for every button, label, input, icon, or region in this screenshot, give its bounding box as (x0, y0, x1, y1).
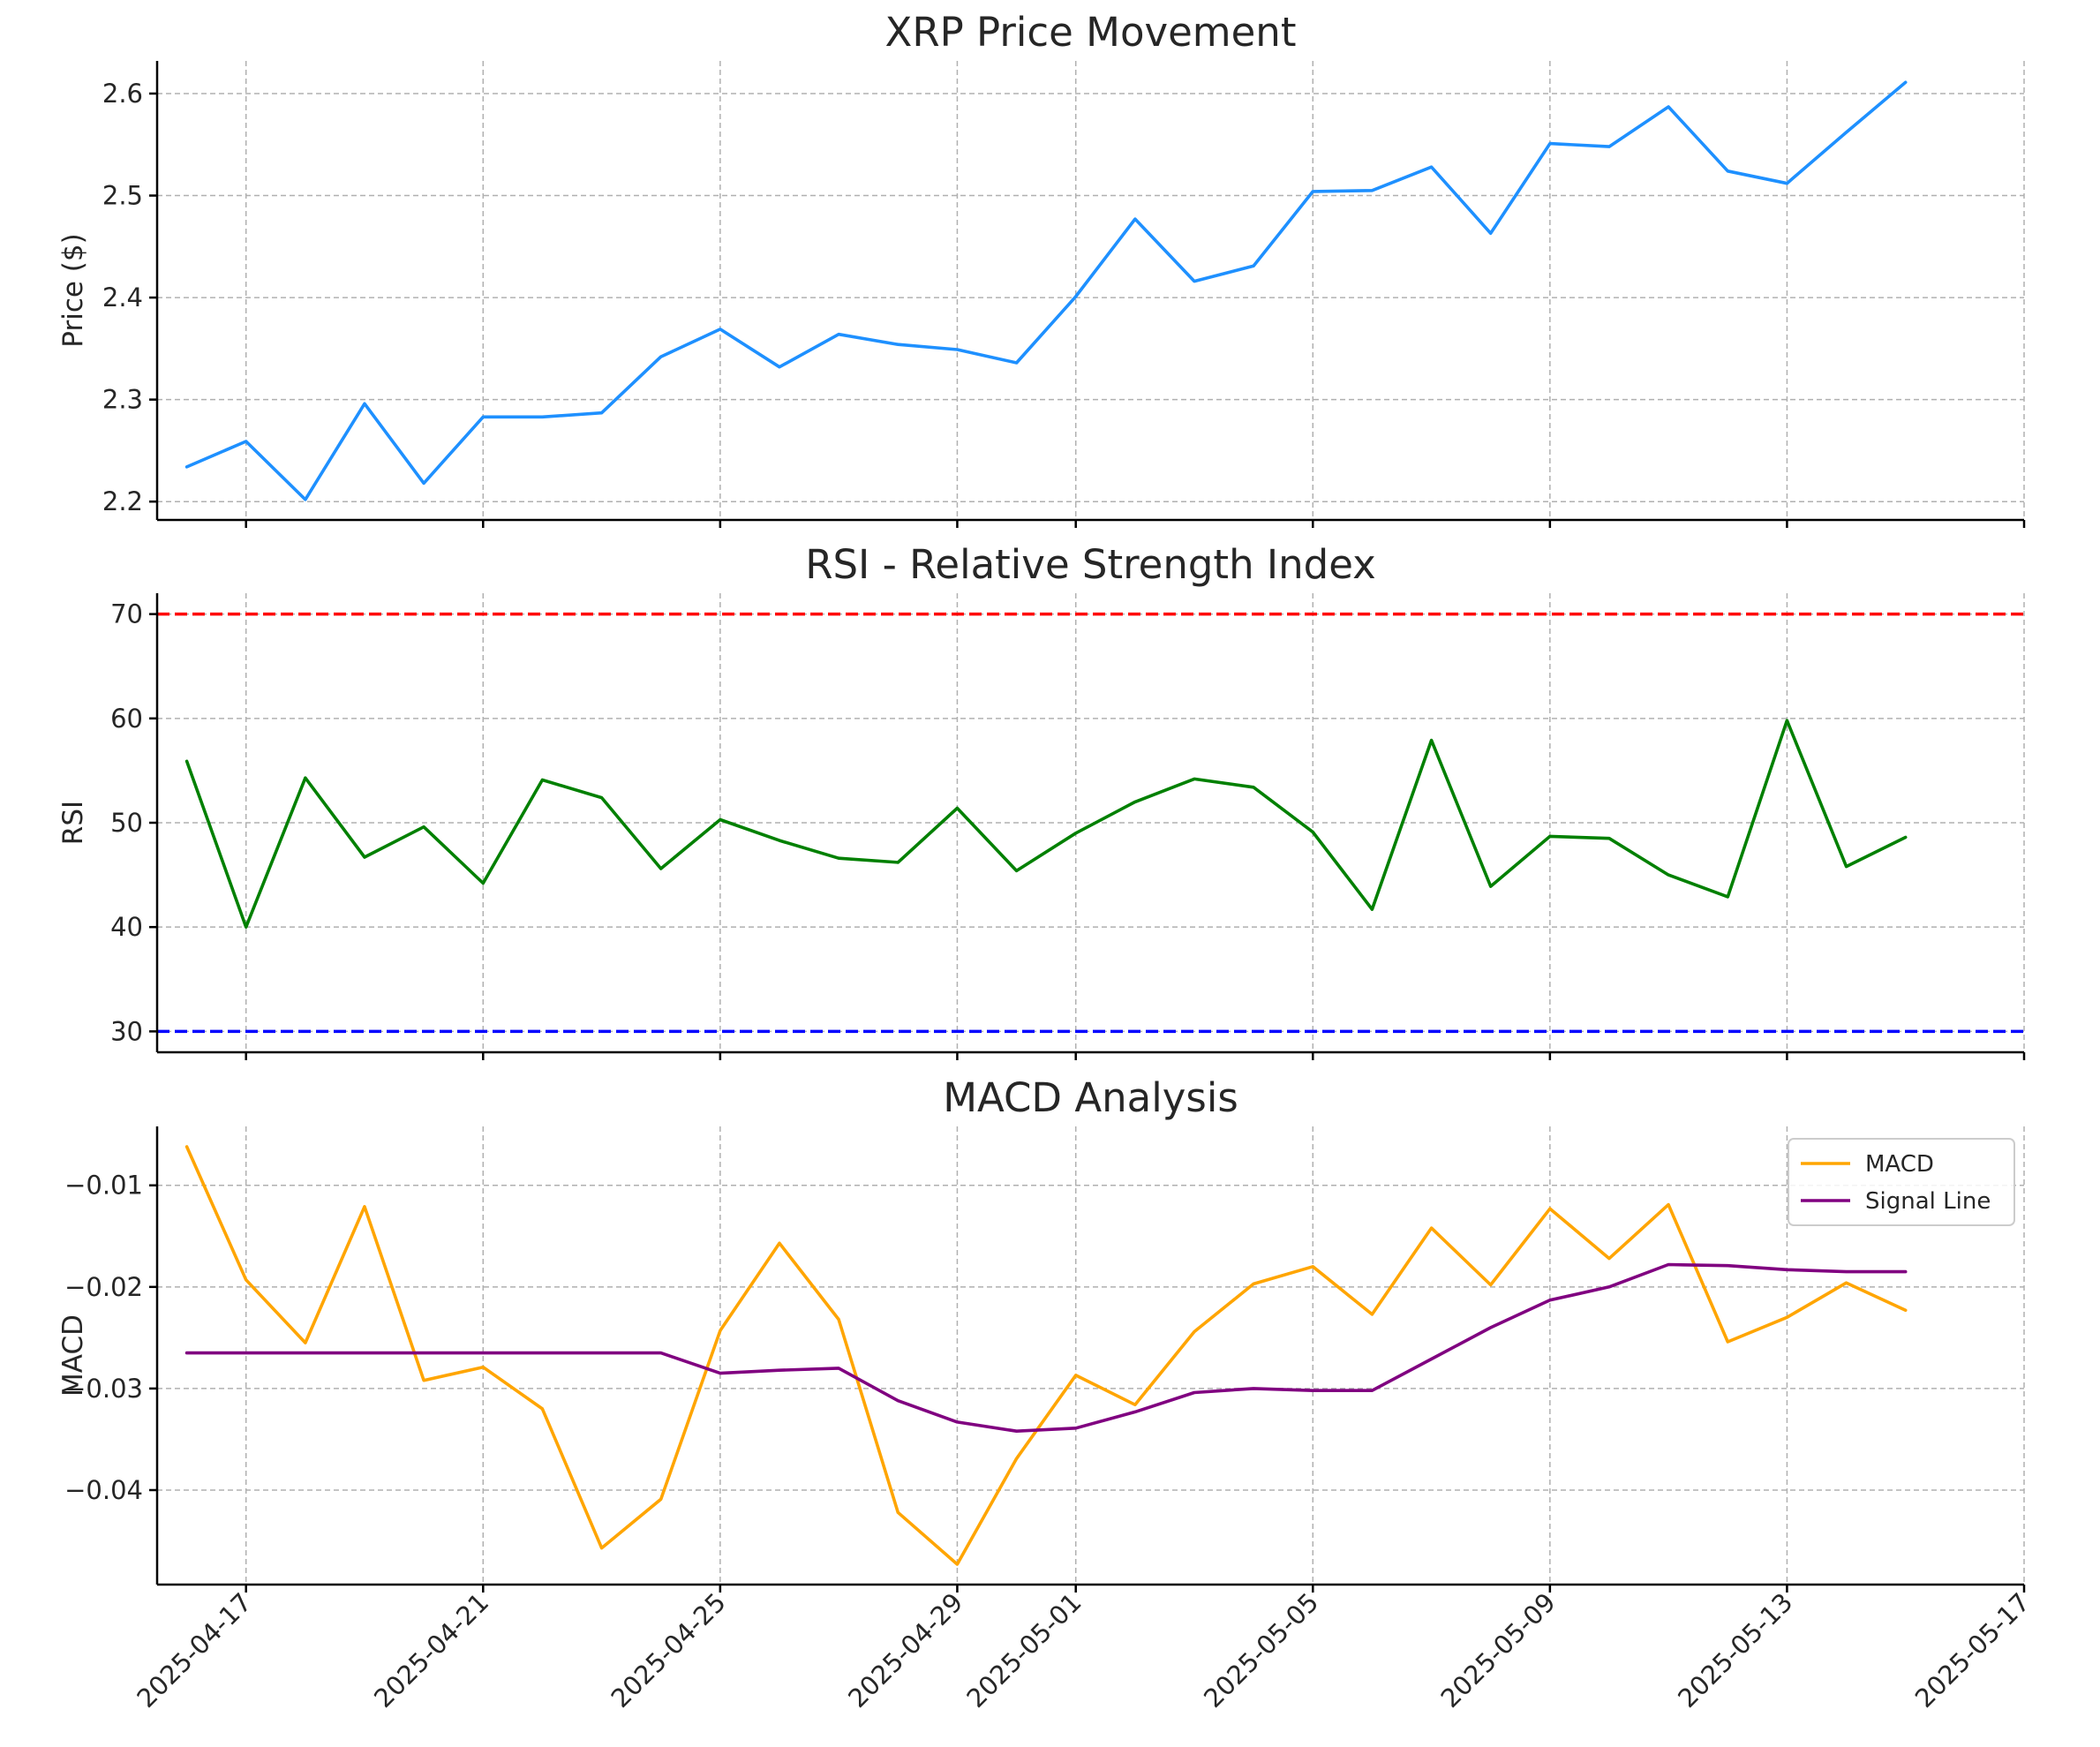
y-tick-label: 70 (110, 599, 143, 629)
y-axis-label-macd: MACD (57, 1314, 89, 1397)
y-tick-label: −0.01 (64, 1171, 143, 1201)
gridlines-rsi (157, 593, 2025, 1052)
x-tick-label: 2025-05-05 (1198, 1587, 1324, 1713)
y-tick-label: 50 (110, 808, 143, 838)
x-tick-label: 2025-05-09 (1435, 1587, 1562, 1713)
x-tick-label: 2025-04-29 (842, 1587, 968, 1713)
x-tick-label: 2025-04-17 (131, 1587, 257, 1713)
panel-rsi: RSI - Relative Strength Index 30 40 50 60 70 R… (57, 541, 2026, 1060)
series-line-macd (184, 1145, 1908, 1566)
x-tick-label: 2025-04-21 (368, 1587, 494, 1713)
panel-price: XRP Price Movement 2.2 2.3 2.4 2.5 2.6 Price (… (57, 9, 2026, 528)
legend-box (1788, 1138, 2015, 1226)
y-tick-label: 2.4 (102, 282, 143, 313)
panel-title-rsi: RSI - Relative Strength Index (805, 541, 1376, 588)
gridlines-price (157, 61, 2025, 520)
y-tick-label: 2.5 (102, 181, 143, 211)
x-tick-label: 2025-05-13 (1672, 1587, 1798, 1713)
series-line-signal-line (184, 1262, 1908, 1433)
x-tick-label: 2025-05-01 (960, 1587, 1087, 1713)
y-tick-label: 2.6 (102, 79, 143, 109)
legend-label-signal-line: Signal Line (1865, 1188, 1991, 1215)
series-line-rsi (184, 719, 1908, 929)
y-axis-label-price: Price ($) (57, 233, 89, 347)
y-tick-label: 2.3 (102, 385, 143, 415)
gridlines-macd (157, 1126, 2025, 1585)
y-tick-label: 40 (110, 912, 143, 942)
legend-label-macd: MACD (1865, 1151, 1934, 1178)
y-tick-label: 2.2 (102, 486, 143, 516)
panel-title-price: XRP Price Movement (885, 9, 1297, 56)
x-tick-label: 2025-04-25 (606, 1587, 732, 1713)
series-line-price (184, 80, 1908, 501)
y-tick-label: 60 (110, 704, 143, 734)
legend: MACD Signal Line (1788, 1138, 2015, 1226)
y-tick-label: −0.02 (64, 1272, 143, 1302)
y-tick-label: −0.03 (64, 1374, 143, 1404)
panel-title-macd: MACD Analysis (943, 1074, 1238, 1121)
x-tick-label: 2025-05-17 (1909, 1587, 2036, 1713)
y-tick-label: 30 (110, 1016, 143, 1046)
y-axis-label-rsi: RSI (57, 801, 89, 845)
panel-macd: MACD Analysis−0.04−0.03−0.02−0.01MACDMAC… (57, 1074, 2026, 1593)
y-tick-label: −0.04 (64, 1475, 143, 1505)
x-axis-tick-labels: 2025-04-17 2025-04-21 2025-04-25 2025-04-29… (131, 1587, 2036, 1713)
